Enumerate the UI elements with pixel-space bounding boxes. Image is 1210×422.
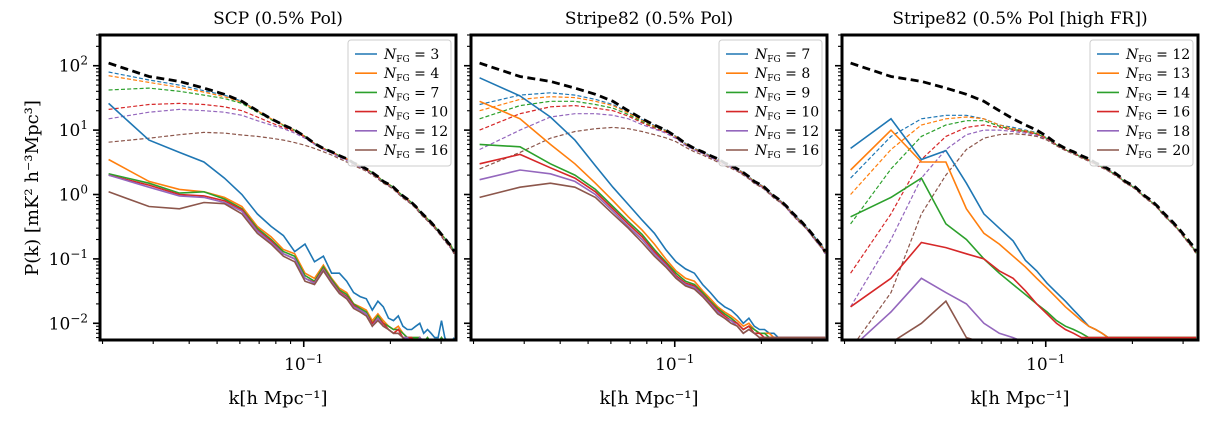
y-tick-label: 102 [59,54,88,77]
legend-entry: NFG = 18 [1097,124,1190,142]
signal-line-nfg-16 [479,182,826,339]
y-axis-label: P(k) [mK² h⁻³Mpc³] [22,100,43,276]
legend-label: NFG = 12 [1125,47,1190,65]
legend-label: NFG = 12 [383,124,448,142]
legend-label: NFG = 20 [1125,143,1190,161]
legend-label: NFG = 16 [754,143,819,161]
legend-entry: NFG = 13 [1097,66,1190,84]
legend-label: NFG = 16 [1125,105,1190,123]
signal-line-nfg-12 [108,174,423,340]
panel-title: SCP (0.5% Pol) [213,9,343,29]
plot-area [850,61,1198,340]
x-tick-label: 10−1 [1026,352,1065,375]
legend-entry: NFG = 16 [1097,105,1190,123]
legend-label: NFG = 4 [383,66,439,84]
legend-entry: NFG = 14 [1097,85,1190,103]
legend-entry: NFG = 7 [726,47,810,65]
legend-entry: NFG = 20 [1097,143,1190,161]
legend-label: NFG = 10 [383,105,448,123]
panel-1: SCP (0.5% Pol) 102 101 100 10−1 10−2 10−1 k[h M… [49,9,458,409]
legend-entry: NFG = 8 [726,66,810,84]
signal-line-nfg-10 [108,174,423,340]
legend-label: NFG = 8 [754,66,810,84]
legend-box [347,39,452,167]
y-tick-label: 100 [59,183,88,206]
axes-frame [469,33,829,342]
legend-entry: NFG = 16 [355,143,448,161]
panel-title: Stripe82 (0.5% Pol) [565,9,733,29]
total-power-line [108,61,456,253]
legend-label: NFG = 12 [754,124,819,142]
legend-label: NFG = 7 [383,85,439,103]
panel-2: Stripe82 (0.5% Pol) 10−1 k[h Mpc⁻¹] NFG = 7… [464,9,829,409]
panel-title: Stripe82 (0.5% Pol [high FR]) [892,9,1147,29]
plot-area [479,61,827,339]
residual-line-nfg-16 [108,131,455,255]
axes-frame [840,33,1200,342]
x-axis-label: k[h Mpc⁻¹] [228,388,327,409]
legend-entry: NFG = 7 [355,85,439,103]
legend-label: NFG = 3 [383,47,439,65]
total-power-line [850,61,1198,253]
signal-line-nfg-16 [108,191,407,340]
legend-entry: NFG = 10 [355,105,448,123]
x-tick-label: 10−1 [284,352,323,375]
legend-label: NFG = 7 [754,47,810,65]
signal-line-nfg-4 [108,158,445,340]
panel-3: Stripe82 (0.5% Pol [high FR]) 10−1 k[h Mpc… [835,9,1200,409]
x-axis-label: k[h Mpc⁻¹] [599,388,698,409]
x-tick-label: 10−1 [655,352,694,375]
legend-entry: NFG = 16 [726,143,819,161]
plot-area [108,61,456,340]
legend-entry: NFG = 4 [355,66,439,84]
legend-entry: NFG = 12 [355,124,448,142]
legend-box [1089,39,1194,167]
legend-label: NFG = 16 [383,143,448,161]
x-axis-label: k[h Mpc⁻¹] [970,388,1069,409]
signal-line-nfg-20 [893,299,978,340]
legend-entry: NFG = 9 [726,85,810,103]
legend-entry: NFG = 12 [1097,47,1190,65]
total-power-line [479,61,827,253]
y-tick-label: 10−1 [49,247,88,270]
legend-label: NFG = 10 [754,105,819,123]
legend-label: NFG = 9 [754,85,810,103]
legend-label: NFG = 14 [1125,85,1190,103]
signal-line-nfg-3 [108,102,455,340]
legend-label: NFG = 18 [1125,124,1190,142]
axes-frame [98,33,458,342]
legend-entry: NFG = 10 [726,105,819,123]
signal-line-nfg-16 [850,241,1197,339]
signal-line-nfg-7 [108,173,445,340]
legend-label: NFG = 13 [1125,66,1190,84]
legend-box [718,39,823,167]
y-tick-label: 101 [59,118,88,141]
legend-entry: NFG = 12 [726,124,819,142]
signal-line-nfg-18 [859,277,1021,340]
y-tick-label: 10−2 [49,311,88,334]
legend-entry: NFG = 3 [355,47,439,65]
